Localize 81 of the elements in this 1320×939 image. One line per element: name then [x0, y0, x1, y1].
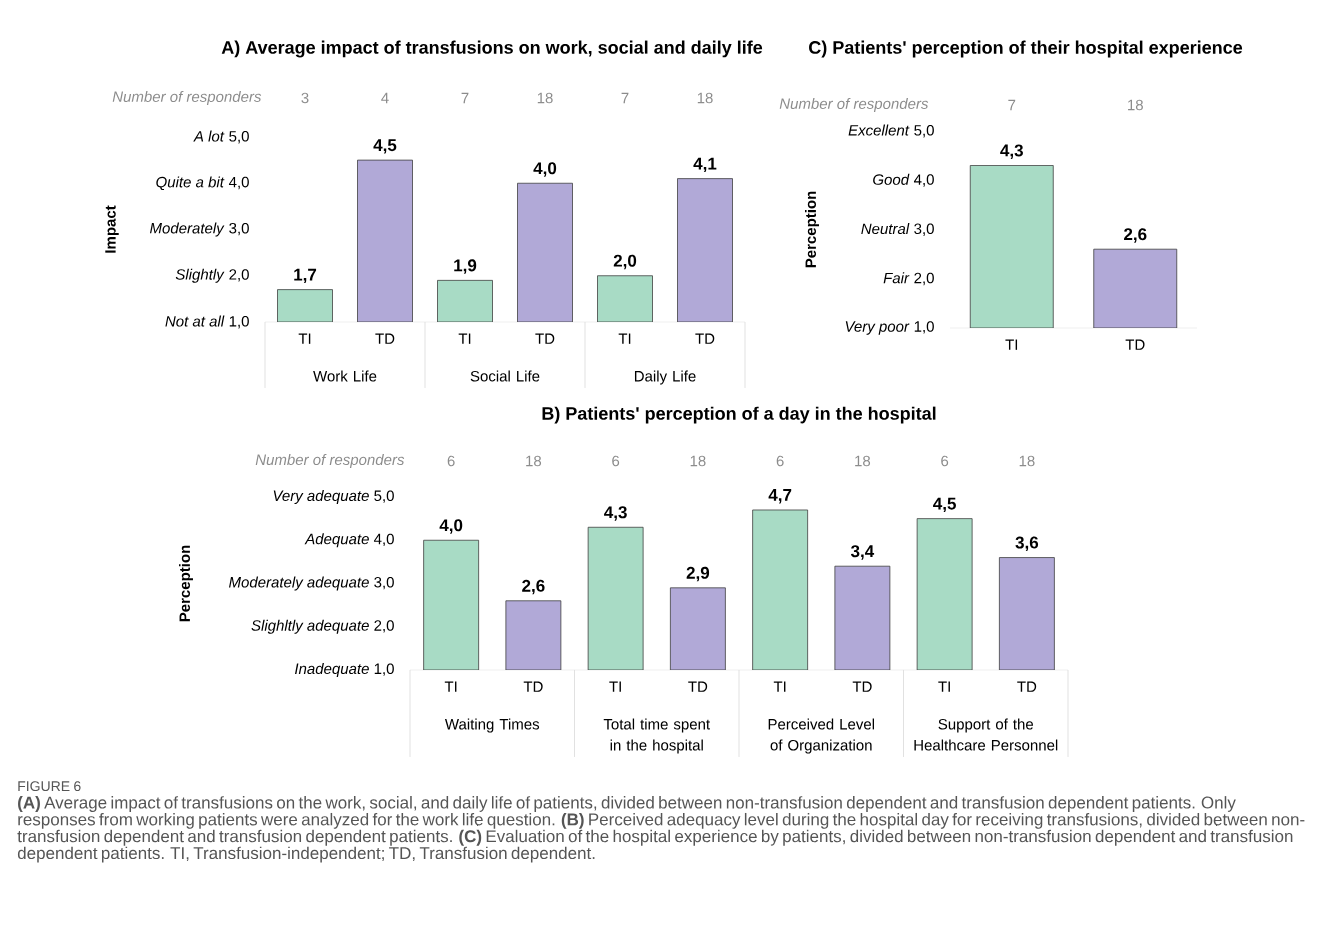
x-tick-label: TD: [688, 681, 708, 692]
text: (A) Average impact of transfusions on the work, social, and daily life of patients, divided between non-transfusion dependent and transfusion dependent patients. Only responses from working patients were analyzed for the work life question. (B) Perceived adequacy level during the hospital day for receiving transfusions, divided between non-transfusion dependent and transfusion dependent patients. (C) Evaluation of the hospital experience by patients, divided between non-transfusion dependent and transfusion dependent patients. TI, Transfusion-independent; TD, Transfusion dependent.: [17, 796, 1305, 863]
y-tick-label: Slightly 2,0: [175, 268, 249, 283]
text: 18: [1128, 99, 1143, 111]
text: Support of the Healthcare Personnel: [914, 718, 1058, 751]
text: 18: [537, 92, 553, 104]
data-label: 2,6: [1124, 228, 1147, 243]
y-tick-label: Adequate 4,0: [304, 533, 394, 548]
text: 18: [697, 92, 713, 104]
y-tick-label: Very adequate 5,0: [273, 490, 394, 504]
x-tick-label: TD: [1125, 339, 1145, 350]
data-label: 4,7: [768, 489, 792, 504]
x-tick-label: TI: [618, 333, 631, 344]
x-tick-label: TD: [375, 333, 395, 344]
data-label: 1,9: [454, 259, 477, 274]
data-label: 4,3: [604, 506, 627, 521]
chart-title: C) Patients' perception of their hospital experience: [809, 40, 1243, 58]
text: Number of responders: [112, 90, 262, 105]
chart-title: A) Average impact of transfusions on work, social and daily life: [221, 40, 763, 58]
text: Waiting Times: [444, 718, 540, 733]
x-tick-label: TD: [1017, 681, 1037, 692]
x-tick-label: TI: [298, 333, 311, 344]
data-label: 2,0: [613, 254, 637, 270]
text: 6: [776, 455, 784, 467]
data-label: 2,9: [686, 566, 710, 582]
x-tick-label: TI: [1005, 339, 1018, 350]
y-tick-label: Neutral 3,0: [861, 223, 934, 236]
text: 7: [461, 92, 469, 104]
y-axis-title: Perception: [805, 191, 819, 268]
x-tick-label: TD: [852, 681, 872, 692]
text: Social Life: [470, 370, 540, 382]
y-tick-label: Not at all 1,0: [165, 315, 249, 329]
text: 6: [941, 455, 949, 467]
data-label: 4,3: [1000, 144, 1023, 159]
y-axis-title: Impact: [105, 205, 119, 253]
text: Total time spent in the hospital: [603, 718, 710, 754]
data-label: 4,5: [373, 139, 397, 154]
data-label: 3,4: [850, 545, 875, 560]
x-tick-label: TI: [609, 681, 621, 692]
y-tick-label: A lot 5,0: [193, 130, 249, 144]
y-tick-label: Moderately adequate 3,0: [229, 576, 394, 591]
y-tick-label: Very poor 1,0: [845, 321, 934, 335]
text: Daily Life: [634, 370, 696, 385]
y-tick-label: Fair 2,0: [883, 272, 934, 286]
x-tick-label: TI: [773, 681, 786, 692]
text: 7: [1008, 99, 1016, 111]
x-tick-label: TI: [458, 333, 471, 344]
text: 4: [381, 92, 389, 104]
chart-title: B) Patients' perception of a day in the hospital: [542, 406, 936, 424]
y-tick-label: Excellent 5,0: [848, 124, 934, 138]
data-label: 3,6: [1015, 536, 1039, 552]
text: Number of responders: [255, 454, 405, 468]
x-tick-label: TD: [523, 681, 543, 692]
data-label: 4,5: [933, 497, 956, 513]
x-tick-label: TD: [695, 333, 715, 344]
text: 3: [301, 92, 309, 104]
text: Perceived Level of Organization: [768, 718, 875, 754]
text: 6: [447, 455, 455, 467]
text: 18: [855, 455, 871, 467]
y-tick-label: Good 4,0: [873, 173, 934, 187]
text: 18: [1019, 455, 1035, 467]
caption: FIGURE 6: [18, 781, 81, 792]
text: Number of responders: [779, 98, 929, 112]
x-tick-label: TD: [535, 333, 555, 344]
x-tick-label: TI: [444, 681, 457, 692]
text: 6: [612, 455, 620, 467]
data-label: 4,1: [693, 157, 717, 173]
y-tick-label: Moderately 3,0: [149, 222, 249, 237]
y-axis-title: Perception: [179, 545, 193, 622]
text: Work Life: [313, 370, 377, 382]
text: 18: [526, 455, 542, 467]
data-label: 4,0: [439, 519, 463, 534]
text: 7: [621, 92, 629, 104]
x-tick-label: TI: [938, 681, 950, 692]
data-label: 4,0: [533, 162, 557, 177]
y-tick-label: Slighltly adequate 2,0: [251, 619, 394, 634]
data-label: 1,7: [294, 268, 317, 284]
y-tick-label: Quite a bit 4,0: [156, 176, 249, 191]
text: 18: [690, 455, 706, 467]
data-label: 2,6: [522, 579, 545, 595]
y-tick-label: Inadequate 1,0: [294, 663, 394, 677]
